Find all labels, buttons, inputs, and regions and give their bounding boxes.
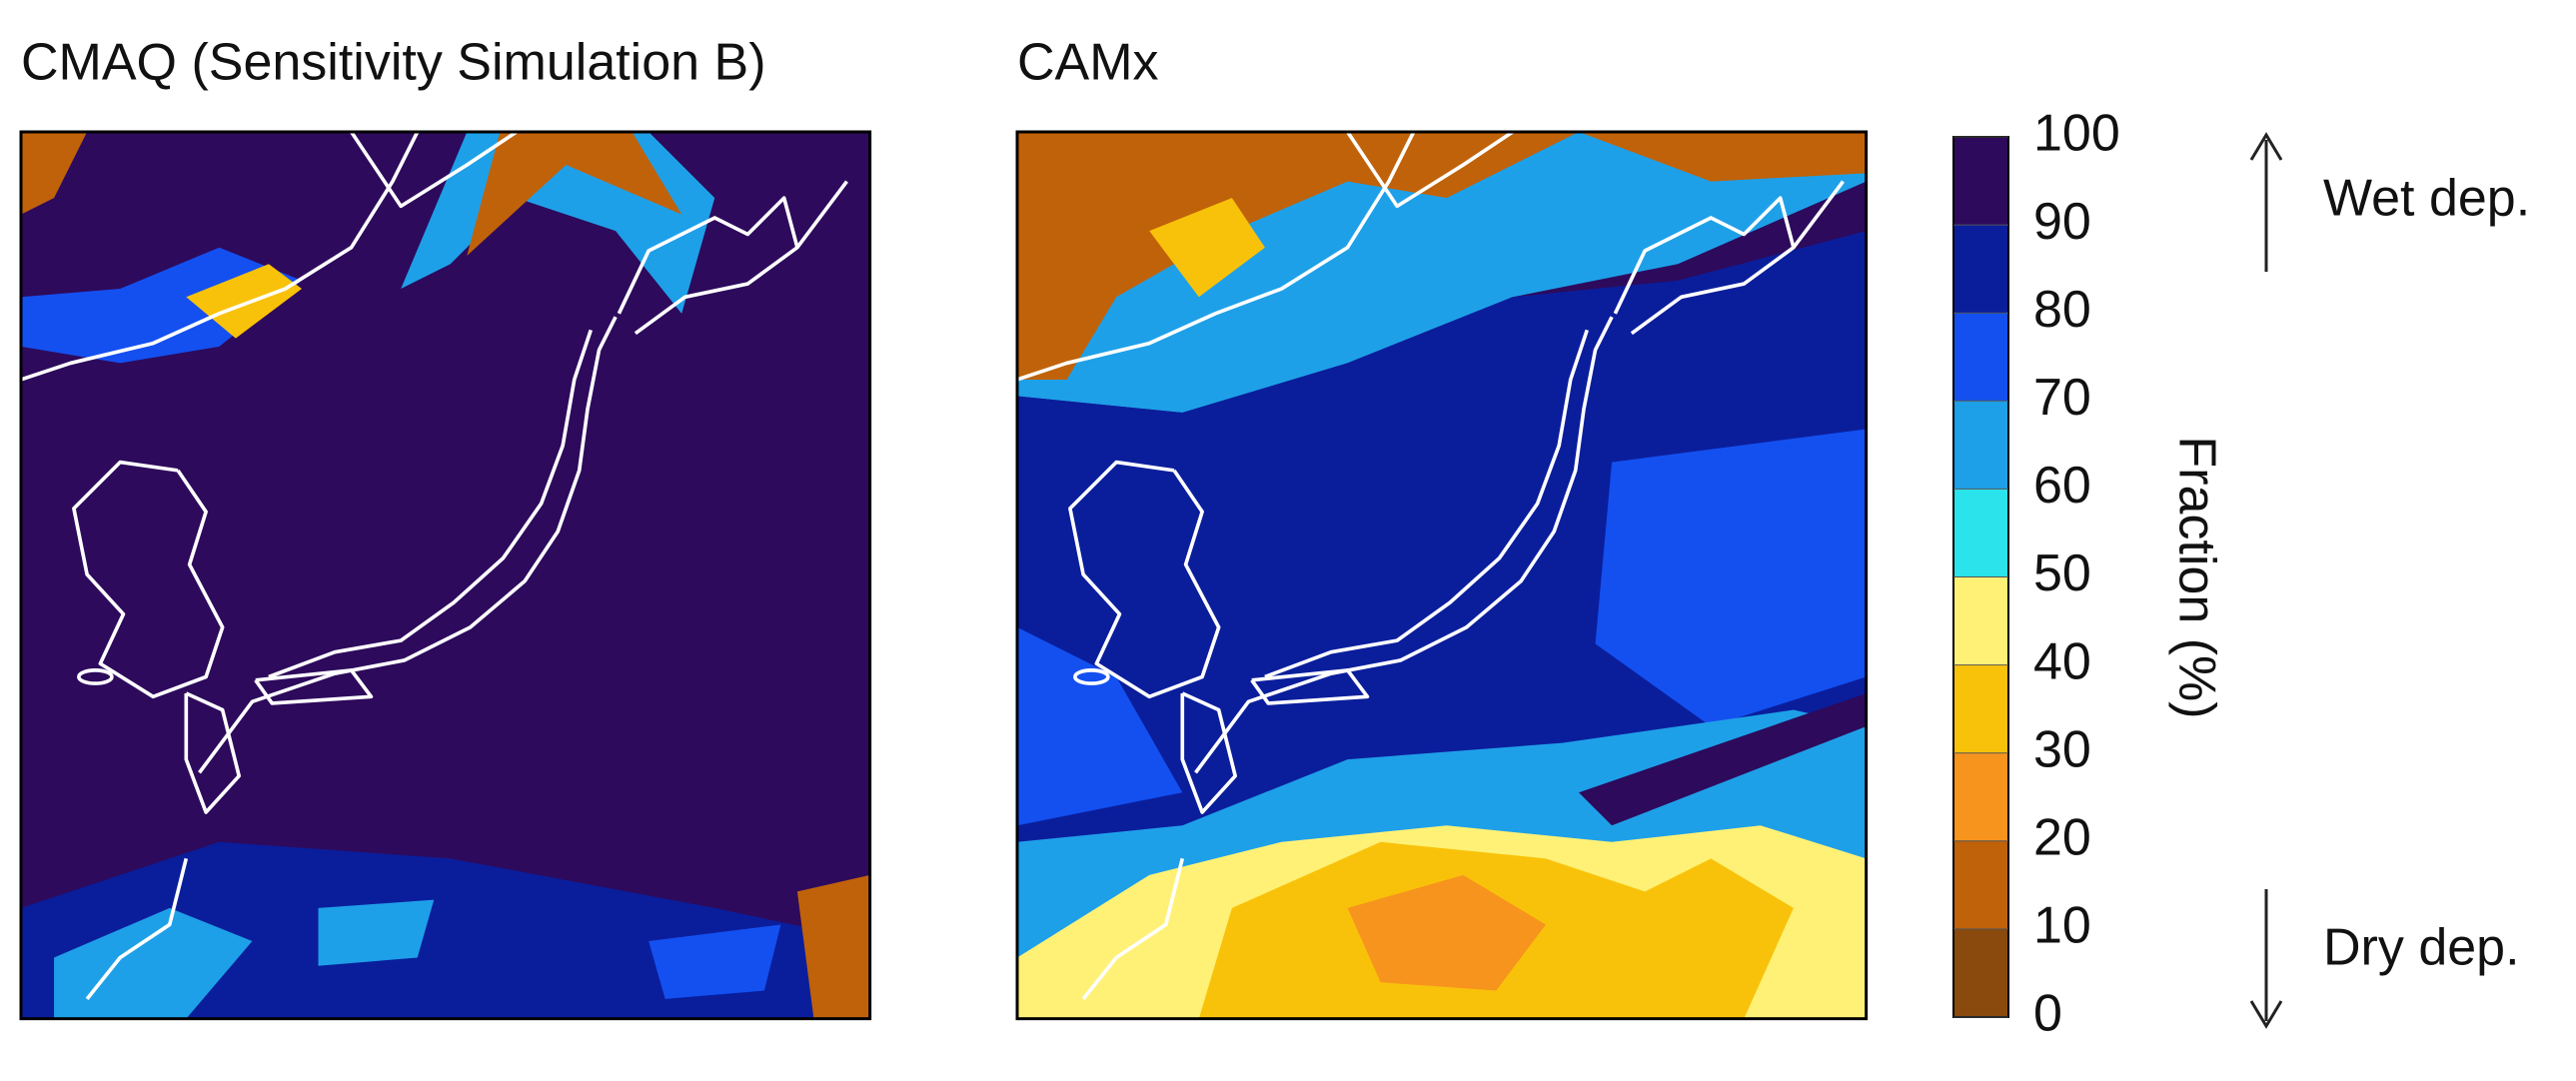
colorbar-segment — [1953, 401, 2008, 490]
annotation: Dry dep. — [2323, 919, 2520, 977]
map-panel — [1015, 130, 1869, 1021]
colorbar-tick-label: 20 — [2033, 809, 2091, 867]
colorbar-tick-label: 50 — [2033, 544, 2091, 602]
colorbar-segment — [1953, 576, 2008, 665]
panel-title: CMAQ (Sensitivity Simulation B) — [21, 34, 766, 92]
colorbar-segment — [1953, 752, 2008, 841]
wet-arrow — [2249, 132, 2283, 272]
colorbar-tick-label: 0 — [2033, 985, 2062, 1043]
colorbar-tick-label: 100 — [2033, 105, 2120, 163]
annotation: Wet dep. — [2323, 170, 2530, 228]
colorbar-tick-label: 40 — [2033, 632, 2091, 690]
colorbar-tick-label: 90 — [2033, 193, 2091, 251]
colorbar-segment — [1953, 137, 2008, 226]
dry-arrow — [2249, 889, 2283, 1029]
map-panel — [19, 130, 872, 1021]
colorbar-tick-label: 70 — [2033, 369, 2091, 427]
colorbar-segment — [1953, 489, 2008, 577]
colorbar-segment — [1953, 664, 2008, 753]
colorbar-segment — [1953, 225, 2008, 314]
colorbar-label: Fraction (%) — [2167, 436, 2225, 718]
colorbar-tick-label: 10 — [2033, 897, 2091, 955]
colorbar-tick-label: 60 — [2033, 457, 2091, 515]
panel-title: CAMx — [1017, 34, 1159, 92]
colorbar-segment — [1953, 928, 2008, 1017]
colorbar-tick-label: 80 — [2033, 281, 2091, 339]
colorbar-segment — [1953, 840, 2008, 929]
colorbar-segment — [1953, 313, 2008, 402]
colorbar-tick-label: 30 — [2033, 720, 2091, 778]
